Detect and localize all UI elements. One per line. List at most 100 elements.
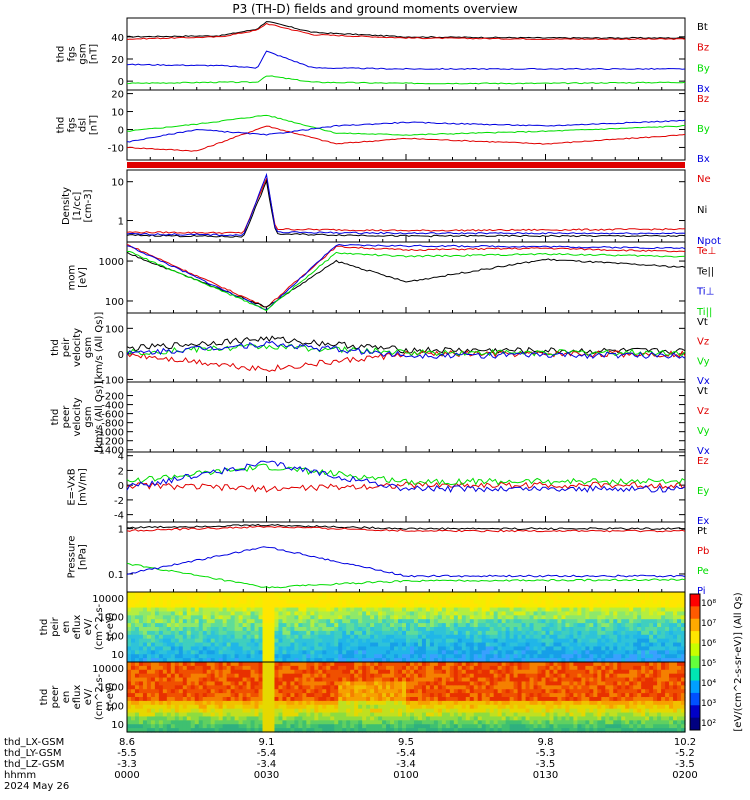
spectrogram-cell <box>473 716 479 721</box>
spectrogram-cell <box>657 603 662 609</box>
spectrogram-cell <box>302 728 307 733</box>
spectrogram-cell <box>134 607 140 613</box>
spectrogram-cell <box>573 634 578 640</box>
spectrogram-cell <box>509 642 515 648</box>
spectrogram-cell <box>641 654 646 659</box>
spectrogram-cell <box>282 693 288 698</box>
spectrogram-cell <box>529 611 535 616</box>
spectrogram-cell <box>226 712 232 718</box>
spectrogram-cell <box>194 595 200 601</box>
spectrogram-cell <box>541 662 547 667</box>
spectrogram-cell <box>222 693 228 698</box>
spectrogram-cell <box>254 623 260 628</box>
spectrogram-cell <box>198 619 204 624</box>
spectrogram-cell <box>374 642 379 648</box>
spectrogram-cell <box>194 611 200 616</box>
spectrogram-cell <box>525 619 531 624</box>
spectrogram-cell <box>394 697 399 702</box>
spectrogram-cell <box>493 673 499 679</box>
spectrogram-cell <box>302 611 307 616</box>
spectrogram-cell <box>665 658 670 663</box>
spectrogram-cell <box>477 634 483 640</box>
spectrogram-cell <box>413 662 419 667</box>
spectrogram-cell <box>198 615 204 620</box>
spectrogram-cell <box>545 700 551 706</box>
panel-frame <box>126 241 686 314</box>
spectrogram-cell <box>669 615 674 620</box>
spectrogram-cell <box>138 697 144 702</box>
spectrogram-cell <box>150 716 156 721</box>
spectrogram-cell <box>314 681 319 686</box>
spectrogram-cell <box>150 592 156 597</box>
spectrogram-cell <box>441 634 447 640</box>
spectrogram-cell <box>533 650 539 655</box>
spectrogram-cell <box>282 623 288 628</box>
spectrogram-cell <box>390 728 395 733</box>
spectrogram-cell <box>294 619 299 624</box>
spectrogram-cell <box>561 689 567 694</box>
spectrogram-cell <box>326 697 331 702</box>
spectrogram-cell <box>278 728 284 733</box>
spectrogram-cell <box>394 693 399 698</box>
spectrogram-cell <box>174 615 180 620</box>
spectrogram-cell <box>142 662 148 667</box>
spectrogram-cell <box>621 658 626 663</box>
spectrogram-cell <box>158 630 164 636</box>
spectrogram-cell <box>166 599 172 605</box>
spectrogram-cell <box>154 704 160 710</box>
spectrogram-cell <box>445 611 451 616</box>
spectrogram-cell <box>461 720 467 725</box>
spectrogram-cell <box>322 724 327 729</box>
spectrogram-cell <box>390 685 395 690</box>
spectrogram-cell <box>346 650 351 655</box>
spectrogram-cell <box>665 603 670 609</box>
spectrogram-cell <box>334 611 339 616</box>
spectrogram-cell <box>194 716 200 721</box>
spectrogram-cell <box>162 654 168 659</box>
spectrogram-cell <box>150 654 156 659</box>
spectrogram-cell <box>597 646 602 651</box>
spectrogram-cell <box>513 607 519 613</box>
spectrogram-cell <box>402 646 407 651</box>
spectrogram-cell <box>569 704 574 710</box>
spectrogram-cell <box>154 673 160 679</box>
spectrogram-cell <box>629 646 634 651</box>
spectrogram-cell <box>218 615 224 620</box>
spectrogram-cell <box>214 630 220 636</box>
spectrogram-cell <box>342 615 347 620</box>
spectrogram-cell <box>278 708 284 714</box>
spectrogram-cell <box>150 634 156 640</box>
spectrogram-cell <box>441 623 447 628</box>
spectrogram-cell <box>274 592 280 597</box>
spectrogram-cell <box>158 720 164 725</box>
spectrogram-cell <box>533 662 539 667</box>
spectrogram-cell <box>493 700 499 706</box>
spectrogram-cell <box>517 708 523 714</box>
spectrogram-cell <box>461 623 467 628</box>
spectrogram-cell <box>154 728 160 733</box>
spectrogram-cell <box>390 619 395 624</box>
spectrogram-cell <box>214 627 220 632</box>
spectrogram-cell <box>190 677 196 683</box>
spectrogram-cell <box>210 662 216 667</box>
spectrogram-cell <box>230 654 236 659</box>
spectrogram-cell <box>366 627 371 632</box>
spectrogram-cell <box>413 623 419 628</box>
spectrogram-cell <box>421 615 427 620</box>
spectrogram-cell <box>127 603 132 609</box>
spectrogram-cell <box>525 658 531 663</box>
spectrogram-cell <box>322 599 327 605</box>
spectrogram-cell <box>234 700 240 706</box>
spectrogram-cell <box>350 619 355 624</box>
spectrogram-cell <box>370 669 375 675</box>
spectrogram-cell <box>290 646 295 651</box>
spectrogram-cell <box>338 599 343 605</box>
spectrogram-cell <box>569 677 574 683</box>
spectrogram-cell <box>513 627 519 632</box>
spectrogram-cell <box>461 716 467 721</box>
spectrogram-cell <box>485 627 491 632</box>
spectrogram-cell <box>374 662 379 667</box>
spectrogram-cell <box>154 592 160 597</box>
spectrogram-cell <box>314 603 319 609</box>
spectrogram-cell <box>541 611 547 616</box>
